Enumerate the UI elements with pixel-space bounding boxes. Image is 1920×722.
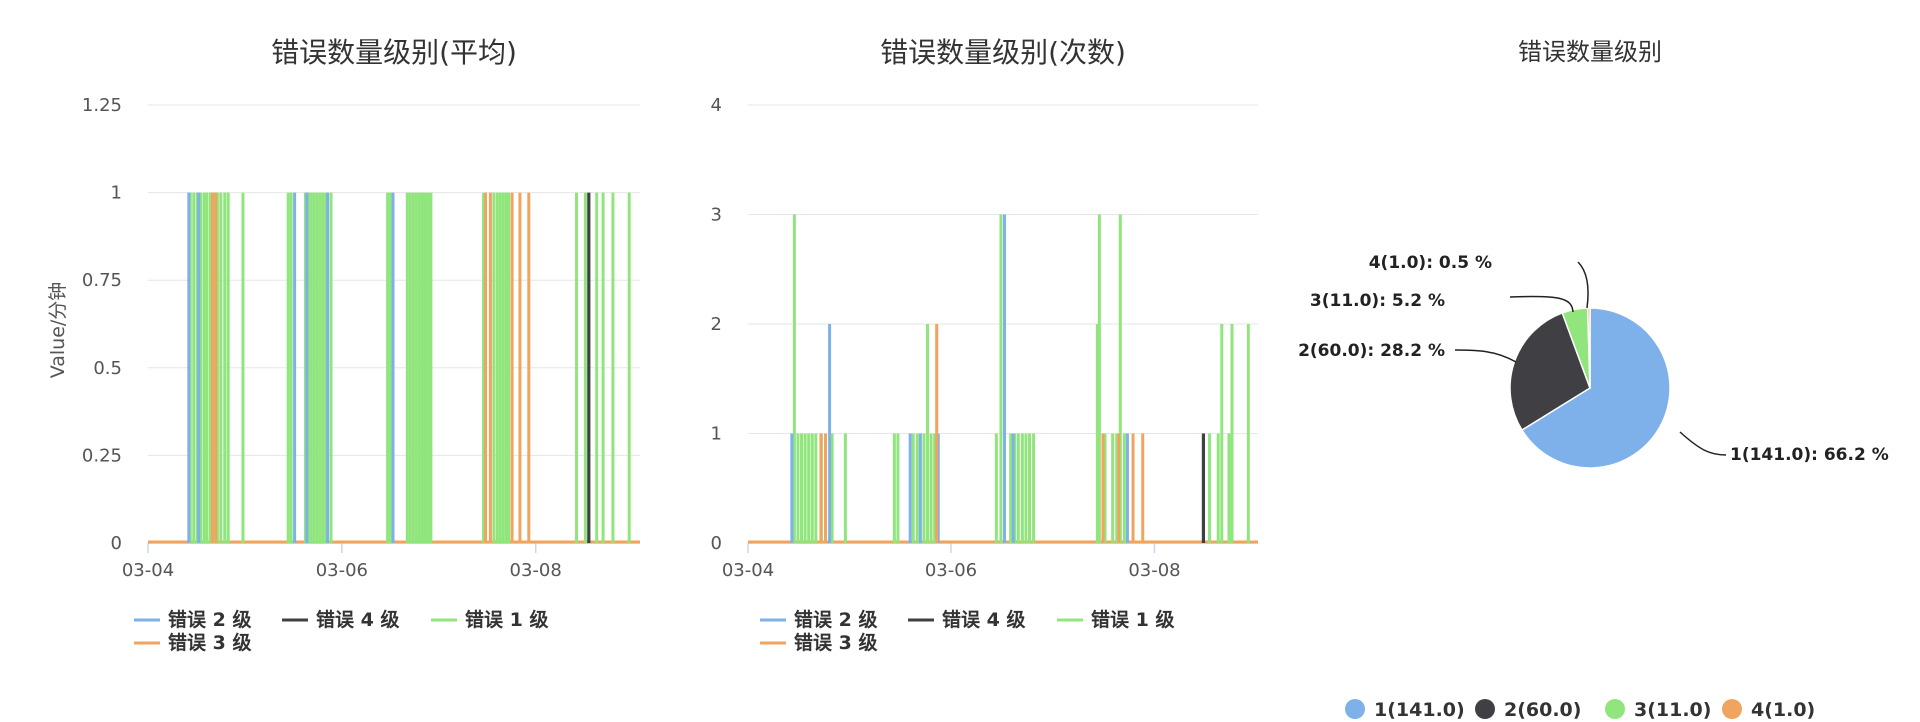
legend-item: 错误 4 级 xyxy=(316,608,399,631)
x-tick-label: 03-06 xyxy=(925,560,977,581)
y-tick-label: 0 xyxy=(111,533,122,554)
chart-average-svg: 错误数量级别(平均) 0 0.25 0.5 0.75 1 1.25 Value/分钟 03-04… xyxy=(47,36,640,654)
legend-swatch xyxy=(1345,699,1365,719)
y-tick-label: 1 xyxy=(711,424,722,445)
y-tick-label: 1 xyxy=(111,183,122,204)
legend-swatch xyxy=(1605,699,1625,719)
chart-count: 错误数量级别(次数)01234Value/分钟03-0403-0603-08错误… xyxy=(680,0,1290,722)
pie-slice xyxy=(1520,307,1671,469)
legend-item: 错误 2 级 xyxy=(794,608,877,631)
y-tick-label: 0.75 xyxy=(82,270,122,291)
x-tick-label: 03-04 xyxy=(122,560,174,581)
legend-item: 错误 3 级 xyxy=(794,631,877,654)
pie-label: 3(11.0): 5.2 % xyxy=(1310,291,1445,311)
y-tick-label: 1.25 xyxy=(82,95,122,116)
legend-item: 4(1.0) xyxy=(1751,699,1815,721)
x-tick-label: 03-08 xyxy=(510,560,562,581)
pie-connector xyxy=(1509,295,1574,313)
legend-item: 1(141.0) xyxy=(1374,699,1465,721)
chart-title: 错误数量级别(次数) xyxy=(880,36,1126,69)
legend-item: 错误 4 级 xyxy=(942,608,1025,631)
x-tick-label: 03-08 xyxy=(1128,560,1180,581)
legend-item: 3(11.0) xyxy=(1634,699,1711,721)
legend-item: 错误 3 级 xyxy=(168,631,251,654)
pie-label: 1(141.0): 66.2 % xyxy=(1730,445,1889,465)
chart-pie-svg: 错误数量级别 1(141.0): 66.2 % 2(60.0): 28.2 % 3(1… xyxy=(1298,38,1889,721)
chart-pie: 错误数量级别 1(141.0): 66.2 % 2(60.0): 28.2 % 3(1… xyxy=(1290,0,1920,722)
y-tick-label: 0.5 xyxy=(93,358,122,379)
y-tick-label: 2 xyxy=(711,314,722,335)
x-tick-label: 03-06 xyxy=(316,560,368,581)
x-tick-label: 03-04 xyxy=(722,560,774,581)
pie-connector xyxy=(1454,349,1517,363)
legend-item: 错误 2 级 xyxy=(168,608,251,631)
legend-swatch xyxy=(1722,699,1742,719)
pie-connector xyxy=(1679,431,1727,456)
chart-average: 错误数量级别(平均) 0 0.25 0.5 0.75 1 1.25 Value/分钟 03-04… xyxy=(0,0,680,722)
legend-item: 2(60.0) xyxy=(1504,699,1581,721)
legend-swatch xyxy=(1475,699,1495,719)
chart-title: 错误数量级别(平均) xyxy=(271,36,517,69)
y-tick-label: 4 xyxy=(711,95,722,116)
chart-title: 错误数量级别 xyxy=(1518,38,1662,66)
legend-item: 错误 1 级 xyxy=(465,608,548,631)
pie-connector xyxy=(1577,261,1589,309)
y-tick-label: 3 xyxy=(711,205,722,226)
y-tick-label: 0.25 xyxy=(82,445,122,466)
legend-item: 错误 1 级 xyxy=(1091,608,1174,631)
y-tick-label: 0 xyxy=(711,533,722,554)
pie-label: 4(1.0): 0.5 % xyxy=(1369,253,1492,273)
y-axis-label: Value/分钟 xyxy=(47,282,69,379)
chart-count-svg: 错误数量级别(次数)01234Value/分钟03-0403-0603-08错误… xyxy=(711,36,1258,654)
pie-label: 2(60.0): 28.2 % xyxy=(1298,341,1445,361)
